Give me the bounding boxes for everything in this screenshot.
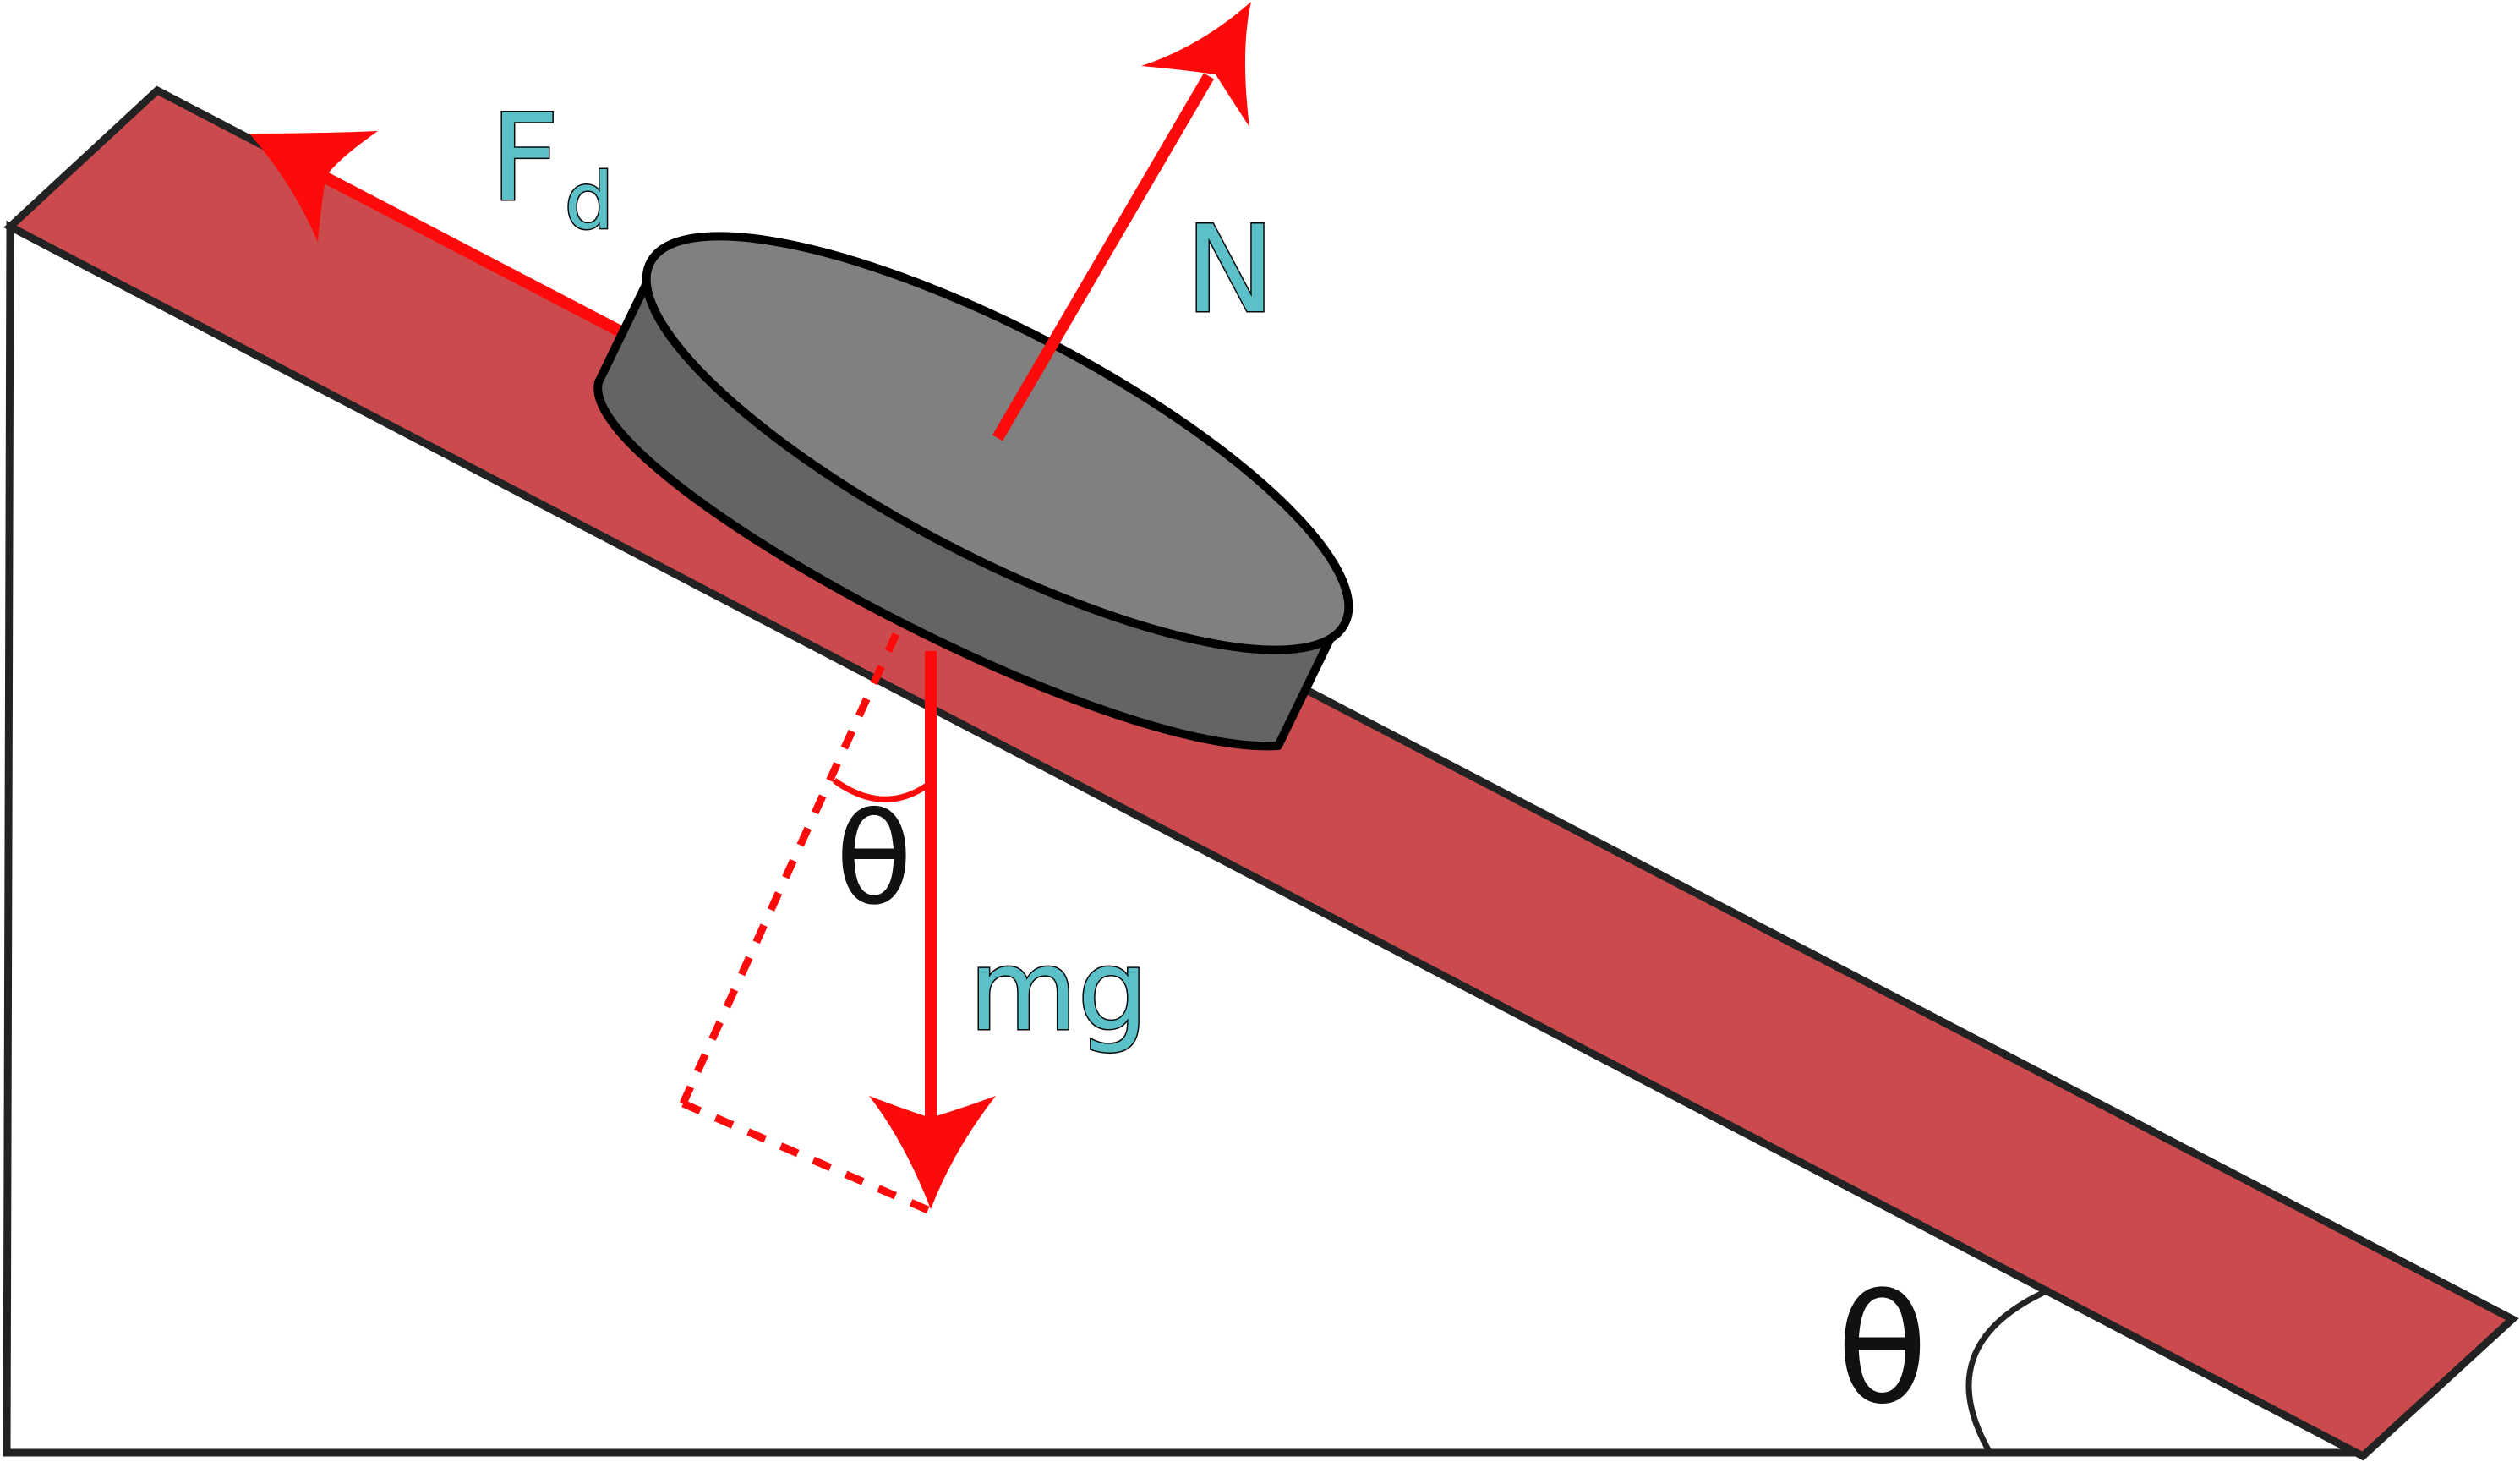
friction-label: Fd bbox=[490, 89, 614, 247]
incline-angle-label: θ bbox=[1836, 1262, 1928, 1437]
component-angle-arc bbox=[832, 778, 931, 802]
normal-label: N bbox=[1185, 200, 1275, 340]
arrow-perpendicular-icon bbox=[1141, 2, 1251, 127]
puck bbox=[593, 232, 1353, 751]
friction-force-arrow bbox=[249, 131, 624, 337]
incline-angle-arc bbox=[1965, 1286, 2052, 1454]
weight-components bbox=[679, 632, 932, 1215]
arrow-up-slope-icon bbox=[249, 131, 378, 242]
arrow-down-icon bbox=[869, 1096, 996, 1209]
component-angle-label: θ bbox=[835, 786, 913, 934]
normal-force-arrow bbox=[992, 2, 1251, 441]
weight-label: mg bbox=[969, 926, 1148, 1056]
weight-force-arrow bbox=[869, 651, 996, 1209]
